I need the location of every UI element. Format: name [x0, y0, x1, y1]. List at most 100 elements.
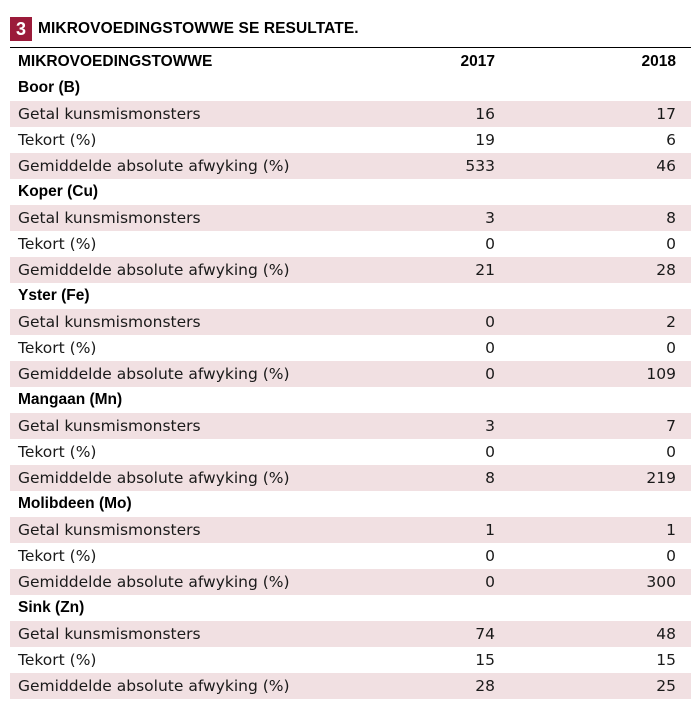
value-2018: 2: [495, 309, 691, 335]
value-2017: 0: [485, 443, 495, 461]
row-label: Getal kunsmismonsters: [10, 101, 380, 127]
value-2017: 15: [475, 651, 495, 669]
table-row: Getal kunsmismonsters 1 1: [10, 517, 691, 543]
title-divider: [10, 47, 691, 48]
table-row: Gemiddelde absolute afwyking (%) 533 46: [10, 153, 691, 179]
micronutrient-table: MIKROVOEDINGSTOWWE 2017 2018 Boor (B) Get…: [10, 49, 691, 699]
value-2018: 109: [495, 361, 691, 387]
row-label: Gemiddelde absolute afwyking (%): [10, 361, 380, 387]
value-2017: 0: [380, 309, 495, 335]
figure-title: MIKROVOEDINGSTOWWE SE RESULTATE.: [38, 20, 359, 37]
value-2018: 0: [666, 547, 676, 565]
row-label: Tekort (%): [18, 131, 97, 149]
group-header-row: Molibdeen (Mo): [10, 491, 691, 517]
value-2018: 6: [666, 131, 676, 149]
group-empty-2018: [495, 491, 691, 517]
group-name: Sink (Zn): [18, 599, 85, 616]
table-row: Gemiddelde absolute afwyking (%) 8 219: [10, 465, 691, 491]
value-2017: 74: [380, 621, 495, 647]
row-label: Tekort (%): [18, 235, 97, 253]
group-empty-2017: [380, 387, 495, 413]
table-row: Getal kunsmismonsters 0 2: [10, 309, 691, 335]
value-2017: 3: [380, 205, 495, 231]
table-row: Gemiddelde absolute afwyking (%) 21 28: [10, 257, 691, 283]
value-2018: 48: [495, 621, 691, 647]
row-label: Getal kunsmismonsters: [10, 309, 380, 335]
table-row: Getal kunsmismonsters 3 7: [10, 413, 691, 439]
group-header-row: Koper (Cu): [10, 179, 691, 205]
value-2017: 3: [380, 413, 495, 439]
row-label: Tekort (%): [18, 547, 97, 565]
header-2018: 2018: [641, 53, 676, 70]
value-2017: 1: [380, 517, 495, 543]
row-label: Gemiddelde absolute afwyking (%): [10, 465, 380, 491]
group-header-row: Sink (Zn): [10, 595, 691, 621]
group-header-row: Mangaan (Mn): [10, 387, 691, 413]
table-row: Getal kunsmismonsters 74 48: [10, 621, 691, 647]
value-2017: 0: [485, 235, 495, 253]
value-2018: 0: [666, 443, 676, 461]
table-row: Tekort (%) 0 0: [10, 231, 691, 257]
value-2018: 46: [495, 153, 691, 179]
value-2017: 0: [380, 569, 495, 595]
value-2017: 19: [475, 131, 495, 149]
row-label: Gemiddelde absolute afwyking (%): [10, 257, 380, 283]
value-2018: 7: [495, 413, 691, 439]
value-2017: 0: [380, 361, 495, 387]
value-2017: 8: [380, 465, 495, 491]
header-2017: 2017: [460, 53, 495, 70]
group-empty-2017: [380, 179, 495, 205]
group-name: Boor (B): [18, 79, 80, 96]
value-2018: 0: [666, 339, 676, 357]
row-label: Gemiddelde absolute afwyking (%): [10, 673, 380, 699]
value-2018: 219: [495, 465, 691, 491]
row-label: Gemiddelde absolute afwyking (%): [10, 153, 380, 179]
value-2018: 1: [495, 517, 691, 543]
value-2017: 0: [485, 547, 495, 565]
group-empty-2017: [380, 595, 495, 621]
group-empty-2017: [380, 491, 495, 517]
table-row: Gemiddelde absolute afwyking (%) 28 25: [10, 673, 691, 699]
row-label: Getal kunsmismonsters: [10, 517, 380, 543]
value-2018: 300: [495, 569, 691, 595]
row-label: Getal kunsmismonsters: [10, 621, 380, 647]
table-row: Tekort (%) 15 15: [10, 647, 691, 673]
table-row: Tekort (%) 19 6: [10, 127, 691, 153]
group-empty-2018: [495, 75, 691, 101]
group-empty-2017: [380, 75, 495, 101]
figure-title-row: 3 MIKROVOEDINGSTOWWE SE RESULTATE.: [10, 17, 359, 41]
table-row: Gemiddelde absolute afwyking (%) 0 109: [10, 361, 691, 387]
table-row: Getal kunsmismonsters 16 17: [10, 101, 691, 127]
table-row: Gemiddelde absolute afwyking (%) 0 300: [10, 569, 691, 595]
table-header-row: MIKROVOEDINGSTOWWE 2017 2018: [10, 49, 691, 75]
row-label: Getal kunsmismonsters: [10, 205, 380, 231]
value-2017: 0: [485, 339, 495, 357]
row-label: Tekort (%): [18, 443, 97, 461]
group-empty-2017: [380, 283, 495, 309]
group-empty-2018: [495, 179, 691, 205]
row-label: Tekort (%): [18, 651, 97, 669]
row-label: Tekort (%): [18, 339, 97, 357]
value-2018: 17: [495, 101, 691, 127]
group-header-row: Boor (B): [10, 75, 691, 101]
value-2018: 25: [495, 673, 691, 699]
group-empty-2018: [495, 283, 691, 309]
value-2017: 28: [380, 673, 495, 699]
value-2018: 28: [495, 257, 691, 283]
group-name: Yster (Fe): [18, 287, 90, 304]
group-name: Molibdeen (Mo): [18, 495, 132, 512]
row-label: Getal kunsmismonsters: [10, 413, 380, 439]
table-row: Getal kunsmismonsters 3 8: [10, 205, 691, 231]
group-empty-2018: [495, 387, 691, 413]
table-row: Tekort (%) 0 0: [10, 335, 691, 361]
group-name: Koper (Cu): [18, 183, 99, 200]
value-2018: 0: [666, 235, 676, 253]
group-header-row: Yster (Fe): [10, 283, 691, 309]
group-name: Mangaan (Mn): [18, 391, 123, 408]
group-empty-2018: [495, 595, 691, 621]
table-body: MIKROVOEDINGSTOWWE 2017 2018 Boor (B) Get…: [10, 49, 691, 699]
row-label: Gemiddelde absolute afwyking (%): [10, 569, 380, 595]
value-2018: 15: [656, 651, 676, 669]
table-row: Tekort (%) 0 0: [10, 543, 691, 569]
